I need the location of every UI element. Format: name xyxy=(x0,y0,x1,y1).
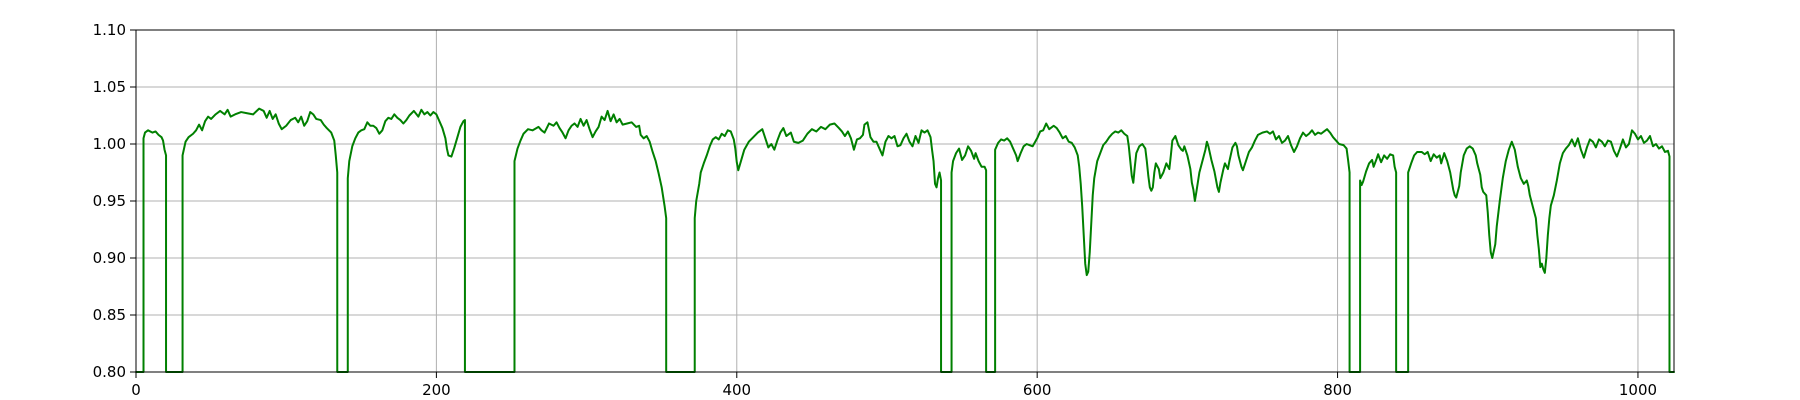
x-tick-label: 600 xyxy=(1023,381,1052,399)
grid xyxy=(135,29,1674,373)
x-tick-label: 0 xyxy=(131,381,141,399)
y-tick-label: 1.00 xyxy=(93,135,126,153)
x-tick-label: 200 xyxy=(422,381,451,399)
y-tick-label: 0.90 xyxy=(93,249,126,267)
x-axis: 0 200 400 600 800 1000 xyxy=(131,372,1657,399)
x-tick-label: 400 xyxy=(722,381,751,399)
y-tick-label: 0.80 xyxy=(93,363,126,381)
y-tick-label: 1.10 xyxy=(93,21,126,39)
x-tick-label: 800 xyxy=(1323,381,1352,399)
y-axis: 0.80 0.85 0.90 0.95 1.00 1.05 1.10 xyxy=(93,21,136,381)
y-tick-label: 0.95 xyxy=(93,192,126,210)
plot-area xyxy=(135,107,1675,373)
x-tick-label: 1000 xyxy=(1619,381,1657,399)
series-line xyxy=(135,107,1675,373)
y-tick-label: 1.05 xyxy=(93,78,126,96)
y-tick-label: 0.85 xyxy=(93,306,126,324)
